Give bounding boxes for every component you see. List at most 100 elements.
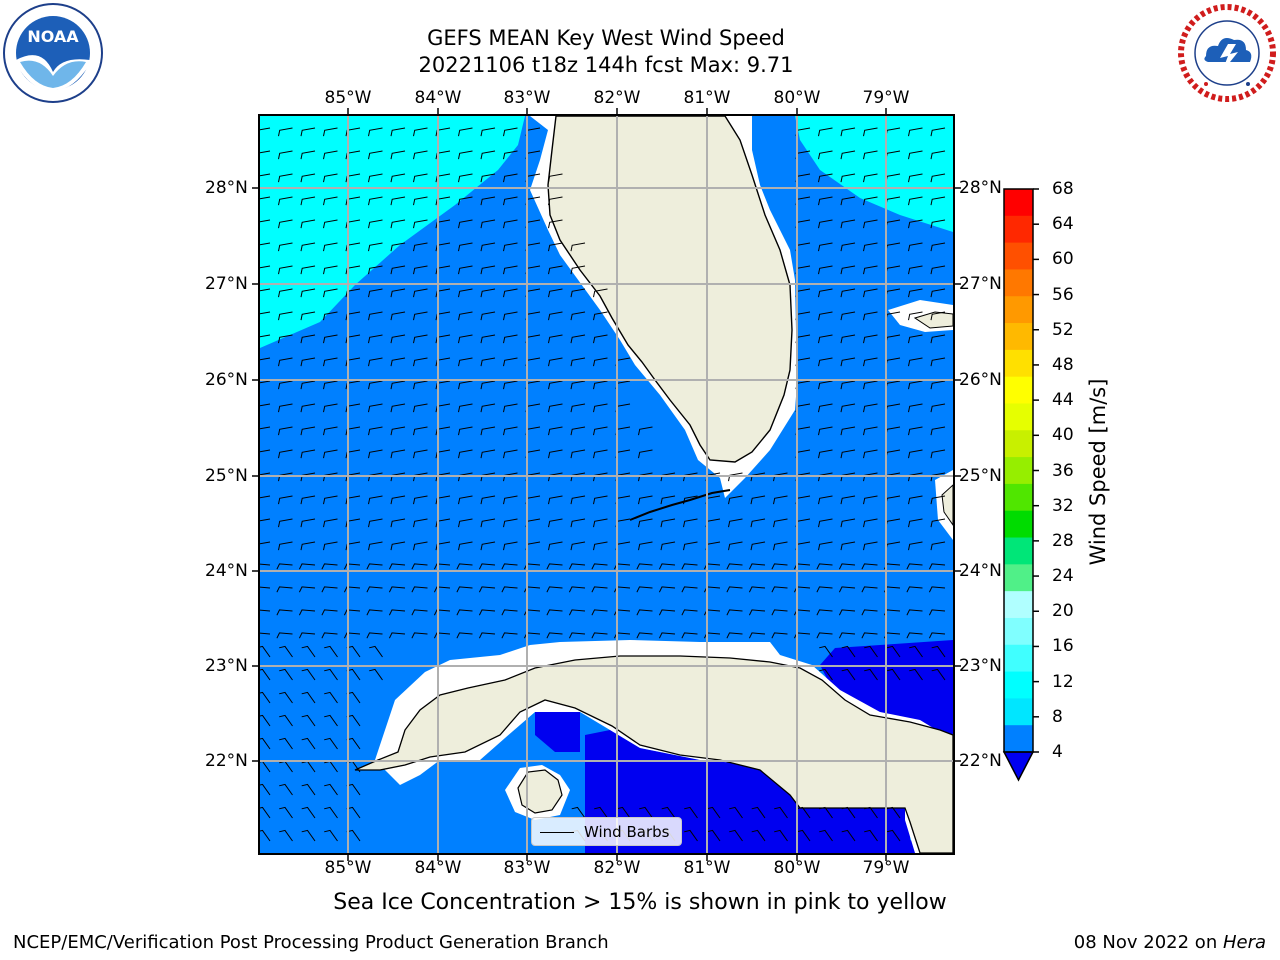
wind-barb [908, 127, 923, 137]
wind-barb [548, 380, 563, 390]
wind-barb [861, 586, 878, 593]
wind-barb [501, 609, 518, 616]
wind-barb [570, 357, 586, 367]
wind-barb [323, 288, 338, 298]
wind-barb [863, 449, 878, 459]
wind-barb [863, 426, 878, 436]
wind-barb [728, 541, 743, 551]
wind-barb [818, 173, 833, 183]
wind-barb [279, 714, 293, 727]
wind-barb [818, 196, 833, 206]
wind-barb [818, 265, 833, 275]
wind-barb [863, 334, 878, 344]
wind-barb [300, 495, 316, 505]
wind-barb [683, 541, 698, 551]
wind-barb [841, 806, 856, 819]
wind-barb [930, 518, 946, 528]
wind-barb [636, 586, 653, 593]
wind-barb [818, 518, 833, 528]
wind-barb [818, 334, 833, 344]
wind-barb [323, 380, 338, 390]
wind-barb [480, 127, 496, 137]
wind-barb [480, 449, 496, 459]
wind-barb [930, 127, 946, 137]
wind-barb [818, 219, 833, 229]
wind-barb [660, 495, 676, 505]
wind-barb [546, 586, 563, 593]
wind-barb [503, 541, 518, 551]
wind-barb [726, 563, 743, 570]
nws-logo [1178, 4, 1276, 102]
colorbar-tick-label: 8 [1052, 706, 1063, 727]
wind-barb [503, 196, 518, 206]
wind-barb [594, 806, 608, 819]
wind-barb [838, 609, 856, 616]
wind-barb [658, 586, 676, 593]
wind-barb [773, 541, 788, 551]
wind-barb [930, 334, 946, 344]
wind-barb [928, 563, 946, 570]
wind-barb [301, 645, 316, 658]
wind-barb [571, 806, 586, 819]
lon-label-top: 84°W [414, 88, 462, 108]
wind-barb [930, 380, 946, 390]
wind-barb [908, 173, 923, 183]
wind-barb [260, 518, 271, 522]
wind-barb [278, 150, 293, 160]
wind-barb [456, 586, 473, 593]
wind-barb [368, 403, 383, 413]
wind-barb [748, 586, 766, 593]
colorbar-swatch [1004, 671, 1033, 699]
wind-barb [546, 609, 563, 616]
wind-barb [458, 334, 473, 344]
wind-barb [909, 668, 923, 681]
wind-barb [863, 518, 878, 528]
wind-barb [260, 714, 271, 727]
wind-barb [503, 449, 518, 459]
wind-barb [480, 265, 496, 275]
wind-barb [388, 563, 406, 570]
colorbar-swatch [1004, 725, 1033, 753]
wind-barb [278, 403, 293, 413]
chart-title: GEFS MEAN Key West Wind Speed [427, 26, 785, 50]
wind-barb [930, 426, 946, 436]
wind-barb [840, 311, 856, 321]
wind-barb [503, 219, 518, 229]
wind-barb [818, 449, 833, 459]
wind-barb [279, 806, 293, 819]
wind-barb [368, 380, 383, 390]
wind-barb [480, 196, 496, 206]
wind-barb [863, 127, 878, 137]
wind-barb [639, 806, 653, 819]
wind-barb [323, 426, 338, 436]
wind-barb [323, 311, 338, 321]
colorbar-swatch [1004, 564, 1033, 592]
colorbar-swatch [1004, 457, 1033, 485]
wind-barb [411, 586, 428, 593]
wind-barb [840, 380, 856, 390]
wind-barb [908, 380, 923, 390]
wind-barb [819, 668, 833, 681]
cuba-land [354, 655, 953, 853]
wind-barb [616, 806, 631, 819]
wind-barb [568, 609, 586, 616]
wind-barb [300, 288, 316, 298]
wind-barb [390, 357, 406, 367]
wind-barb [411, 632, 428, 639]
wind-barb [260, 472, 271, 476]
wind-barb [729, 806, 743, 819]
wind-barb [908, 495, 923, 505]
wind-barb [838, 632, 856, 639]
wind-barb [300, 449, 316, 459]
wind-barb [931, 668, 946, 681]
lon-label-top: 85°W [324, 88, 372, 108]
wind-barb [681, 563, 698, 570]
wind-barb [390, 495, 406, 505]
wind-barb [728, 495, 743, 505]
wind-barb [278, 242, 293, 252]
wind-barb [503, 288, 518, 298]
lat-label-right: 22°N [959, 751, 1002, 771]
wind-barb [413, 127, 428, 137]
wind-barb [863, 380, 878, 390]
lon-label-bottom: 79°W [862, 858, 910, 878]
